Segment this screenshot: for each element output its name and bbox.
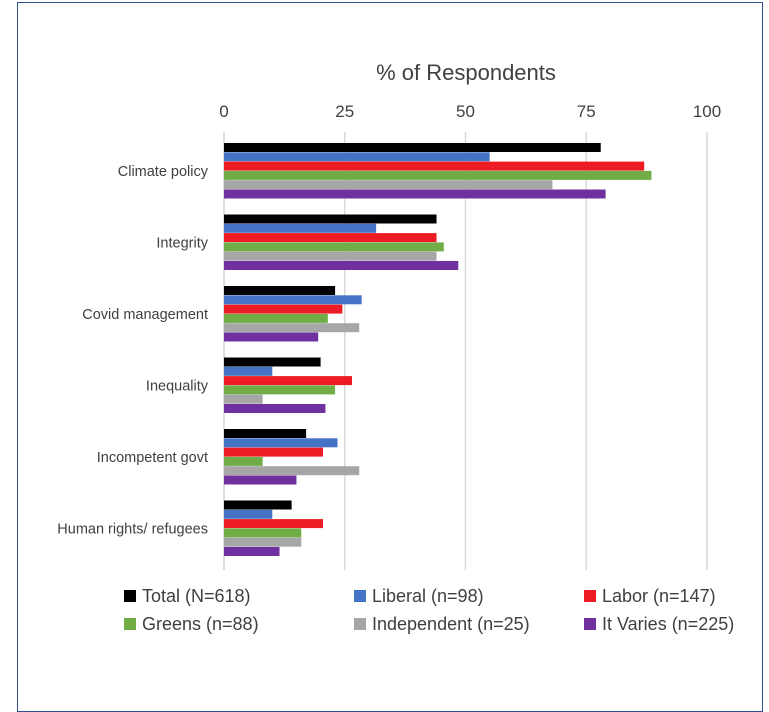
category-labels: Climate policy Integrity Covid management I… xyxy=(57,164,208,538)
bar xyxy=(224,233,437,243)
bar xyxy=(224,509,273,519)
gridlines xyxy=(223,132,708,570)
bar xyxy=(224,537,302,547)
bar xyxy=(224,170,652,180)
x-tick-label: 100 xyxy=(693,102,721,121)
bar xyxy=(224,323,360,333)
bar xyxy=(224,466,360,476)
bar xyxy=(224,332,319,342)
legend-label: Total (N=618) xyxy=(142,585,251,606)
bar xyxy=(224,456,263,466)
legend-swatch xyxy=(124,618,136,630)
category-label: Integrity xyxy=(156,235,208,251)
bar xyxy=(224,180,553,190)
bar xyxy=(224,547,280,556)
legend-item: Independent (n=25) xyxy=(354,614,584,635)
legend-label: Greens (n=88) xyxy=(142,613,259,634)
bar xyxy=(224,261,459,270)
legend-swatch xyxy=(354,618,366,630)
x-tick-labels: 0 25 50 75 100 xyxy=(219,102,721,121)
bar xyxy=(224,376,352,386)
x-tick-label: 0 xyxy=(219,102,228,121)
x-axis-title: % of Respondents xyxy=(376,60,556,85)
bar xyxy=(224,295,362,305)
legend-item: It Varies (n=225) xyxy=(584,614,744,635)
bar xyxy=(224,404,326,413)
legend-row: Greens (n=88) Independent (n=25) It Varies… xyxy=(124,610,744,638)
bar xyxy=(224,242,444,252)
legend-item: Labor (n=147) xyxy=(584,586,744,607)
legend-label: It Varies (n=225) xyxy=(602,613,735,634)
category-label: Human rights/ refugees xyxy=(57,521,208,537)
legend-item: Liberal (n=98) xyxy=(354,586,584,607)
legend-item: Total (N=618) xyxy=(124,586,354,607)
legend-swatch xyxy=(584,590,596,602)
legend-row: Total (N=618) Liberal (n=98) Labor (n=147) xyxy=(124,582,744,610)
x-tick-label: 50 xyxy=(456,102,475,121)
legend-label: Independent (n=25) xyxy=(372,613,530,634)
legend-label: Labor (n=147) xyxy=(602,585,716,606)
bar xyxy=(224,385,336,395)
legend-label: Liberal (n=98) xyxy=(372,585,484,606)
category-label: Incompetent govt xyxy=(97,450,208,466)
bar xyxy=(224,223,377,233)
bar xyxy=(224,447,324,457)
legend-swatch xyxy=(584,618,596,630)
bar xyxy=(224,429,307,438)
bar xyxy=(224,214,437,224)
x-tick-label: 25 xyxy=(335,102,354,121)
category-label: Climate policy xyxy=(118,164,209,180)
x-tick-label: 75 xyxy=(577,102,596,121)
bar xyxy=(224,394,263,404)
bar xyxy=(224,528,302,538)
legend: Total (N=618) Liberal (n=98) Labor (n=147)… xyxy=(124,582,744,638)
bar xyxy=(224,143,601,152)
bar xyxy=(224,313,328,323)
bar xyxy=(224,161,645,171)
bar xyxy=(224,286,336,295)
legend-swatch xyxy=(124,590,136,602)
bar xyxy=(224,189,606,199)
category-label: Covid management xyxy=(82,307,208,323)
bar xyxy=(224,251,437,261)
bar xyxy=(224,500,292,510)
legend-item: Greens (n=88) xyxy=(124,614,354,635)
bar xyxy=(224,304,343,314)
category-label: Inequality xyxy=(146,378,209,394)
bar xyxy=(224,152,490,162)
bar xyxy=(224,357,321,367)
bar xyxy=(224,438,338,448)
bar xyxy=(224,475,297,485)
bar xyxy=(224,366,273,376)
bar xyxy=(224,519,324,529)
legend-swatch xyxy=(354,590,366,602)
bars xyxy=(224,143,652,556)
